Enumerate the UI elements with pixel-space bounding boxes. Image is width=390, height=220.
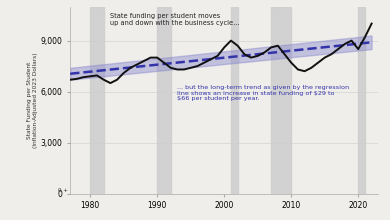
Bar xyxy=(90,7,104,194)
Text: State funding per student moves
up and down with the business cycle...: State funding per student moves up and d… xyxy=(110,13,240,26)
Y-axis label: State Funding per Student
(Inflation-Adjusted 2023 Dollars): State Funding per Student (Inflation-Adj… xyxy=(27,52,38,148)
Text: ... but the long-term trend as given by the regression
line shows an increase in: ... but the long-term trend as given by … xyxy=(177,85,349,101)
Bar xyxy=(271,7,291,194)
Text: 0 +: 0 + xyxy=(58,188,68,193)
Bar xyxy=(231,7,238,194)
Bar xyxy=(157,7,171,194)
Bar xyxy=(358,7,365,194)
